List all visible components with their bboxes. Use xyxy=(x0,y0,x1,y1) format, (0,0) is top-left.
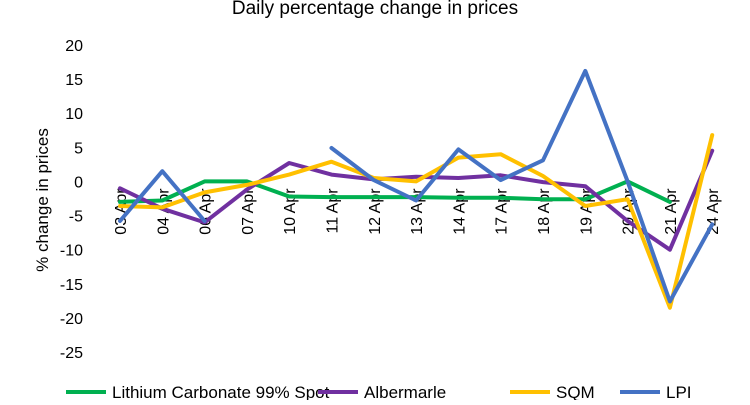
y-tick-label: 20 xyxy=(65,38,83,55)
y-tick-label: -20 xyxy=(60,311,83,328)
series-line xyxy=(118,133,715,310)
y-tick-label: 0 xyxy=(74,174,83,191)
y-tick-label: -25 xyxy=(60,345,83,362)
y-tick-label: -5 xyxy=(69,209,83,226)
x-tick-label: 07 Apr xyxy=(240,188,257,235)
chart-title: Daily percentage change in prices xyxy=(232,0,518,19)
x-tick-label: 17 Apr xyxy=(494,188,511,235)
y-axis-label: % change in prices xyxy=(33,128,52,272)
y-tick-labels: 20 15 10 5 0 -5 -10 -15 -20 -25 xyxy=(60,38,83,362)
x-tick-label: 03 Apr xyxy=(113,188,130,235)
y-tick-label: -10 xyxy=(60,243,83,260)
x-tick-label: 13 Apr xyxy=(409,188,426,235)
y-tick-label: -15 xyxy=(60,277,83,294)
x-tick-label: 24 Apr xyxy=(705,188,722,235)
x-tick-label: 18 Apr xyxy=(536,188,553,235)
legend-label: SQM xyxy=(556,383,595,400)
y-tick-label: 10 xyxy=(65,106,83,123)
series-line xyxy=(118,148,715,252)
x-tick-label: 12 Apr xyxy=(367,188,384,235)
y-tick-label: 5 xyxy=(74,140,83,157)
x-tick-label: 11 Apr xyxy=(325,188,342,234)
legend-label: Albermarle xyxy=(364,383,446,400)
y-tick-label: 15 xyxy=(65,72,83,89)
series-lines xyxy=(118,68,715,310)
x-tick-label: 10 Apr xyxy=(282,188,299,235)
x-tick-label: 14 Apr xyxy=(451,188,468,235)
legend-label: Lithium Carbonate 99% Spot xyxy=(112,383,330,400)
legend: Lithium Carbonate 99% Spot Albermarle SQM L… xyxy=(66,383,692,402)
series-line xyxy=(118,68,715,304)
legend-label: LPI xyxy=(666,383,692,400)
